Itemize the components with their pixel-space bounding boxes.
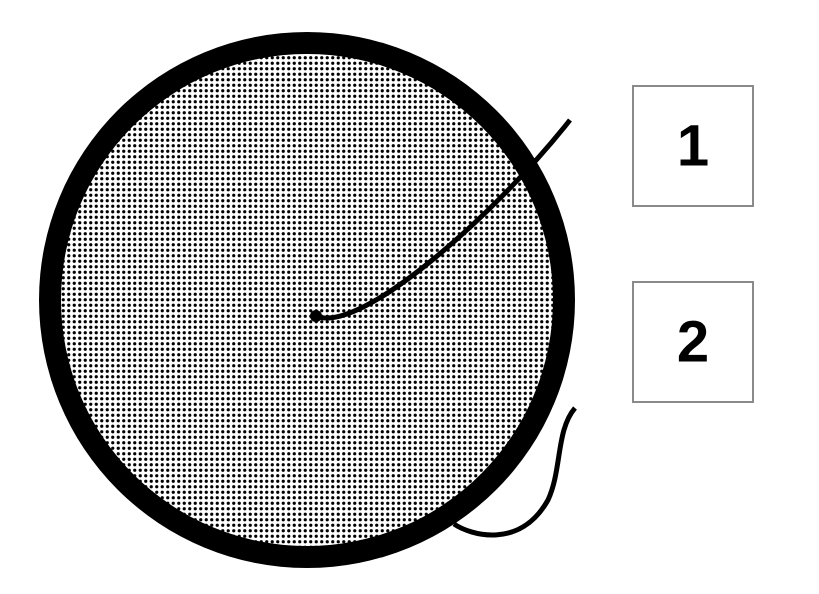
label-text-2: 2 — [677, 309, 709, 374]
label-text-1: 1 — [677, 113, 709, 178]
inner-core — [61, 54, 553, 546]
diagram-canvas: 1 2 — [0, 0, 819, 594]
